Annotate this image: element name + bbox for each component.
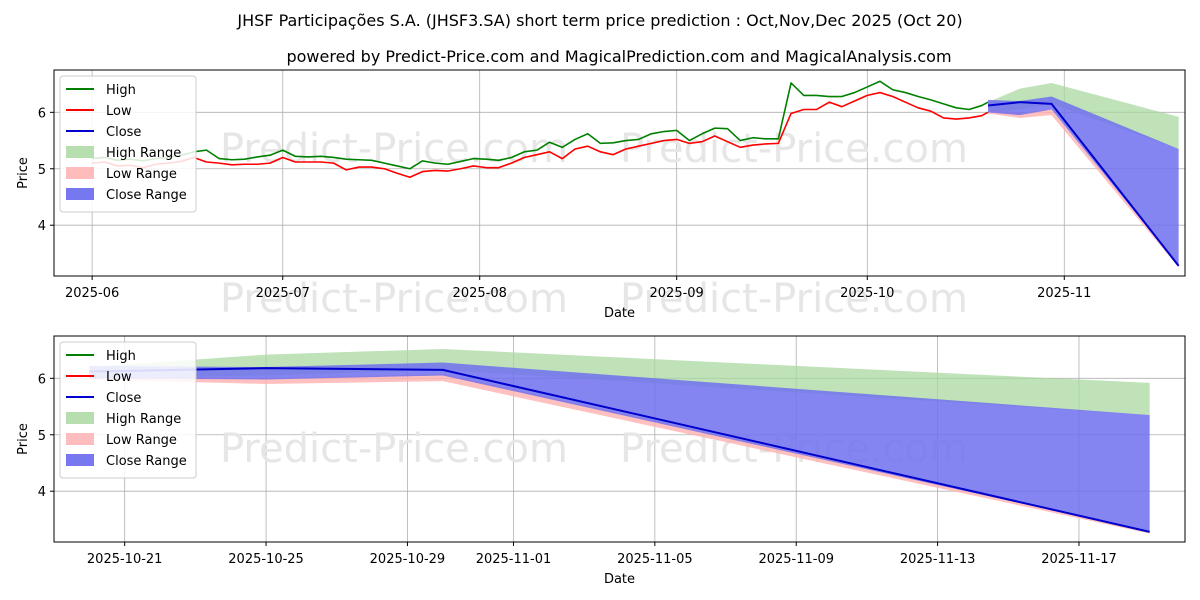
legend-label: Close [106,391,141,406]
x-tick-label: 2025-11 [1037,286,1091,301]
legend-swatch-high-range [66,146,94,158]
series-line-low [92,91,989,179]
y-axis-label: Price [16,423,31,455]
series-line-close [987,101,1180,267]
legend-label: High [106,349,136,364]
x-tick-label: 2025-11-13 [900,552,976,567]
legend-label: High [106,83,136,98]
legend-label: Close Range [106,188,187,203]
range-area-close-range [988,96,1179,266]
legend-label: Low [106,104,132,119]
x-tick-label: 2025-07 [256,286,310,301]
watermark-text: Predict-Price.com [620,276,968,322]
x-tick-label: 2025-11-17 [1041,552,1117,567]
legend-label: Low Range [106,167,177,182]
x-tick-label: 2025-11-09 [758,552,834,567]
chart-subtitle: powered by Predict-Price.com and Magical… [286,47,951,66]
range-area-close-range [89,362,1150,532]
y-tick-label: 6 [38,106,46,121]
legend-swatch-low-range [66,167,94,179]
legend: High Low Close High Range Low Range Close Ran… [59,341,197,479]
y-tick-label: 5 [38,429,46,444]
chart-panel-forecast: Predict-Price.comPredict-Price.com2025-1… [16,335,1186,587]
axes-frame [53,69,1186,277]
chart-title: JHSF Participações S.A. (JHSF3.SA) short… [236,11,962,30]
x-tick-label: 2025-10 [840,286,894,301]
watermark-text: Predict-Price.com [220,276,568,322]
y-axis-label: Price [16,157,31,189]
watermark-text: Predict-Price.com [620,126,968,172]
y-tick-label: 4 [38,219,46,234]
axes-frame [53,335,1186,543]
y-tick-label: 4 [38,485,46,500]
legend-swatch-close-range [66,188,94,200]
legend-swatch-low-range [66,433,94,445]
series-line-high [92,80,989,170]
x-axis-label: Date [604,306,635,321]
legend-swatch-high-range [66,412,94,424]
watermark-text: Predict-Price.com [220,426,568,472]
x-tick-label: 2025-08 [453,286,507,301]
legend-label: Low [106,370,132,385]
legend-swatch-close-range [66,454,94,466]
x-tick-label: 2025-09 [650,286,704,301]
legend: High Low Close High Range Low Range Close Ran… [59,75,197,213]
x-tick-label: 2025-10-25 [228,552,304,567]
legend-label: Close Range [106,454,187,469]
x-tick-label: 2025-11-05 [617,552,693,567]
x-tick-label: 2025-06 [65,286,119,301]
legend-label: Low Range [106,433,177,448]
y-tick-label: 6 [38,372,46,387]
legend-label: High Range [106,146,181,161]
legend-label: Close [106,125,141,140]
x-axis-label: Date [604,572,635,587]
x-tick-label: 2025-11-01 [476,552,552,567]
legend-label: High Range [106,412,181,427]
chart-panel-main: Predict-Price.com Predict-Price.com Predic… [16,69,1186,322]
x-tick-label: 2025-10-21 [87,552,163,567]
x-tick-label: 2025-10-29 [370,552,446,567]
y-tick-label: 5 [38,163,46,178]
